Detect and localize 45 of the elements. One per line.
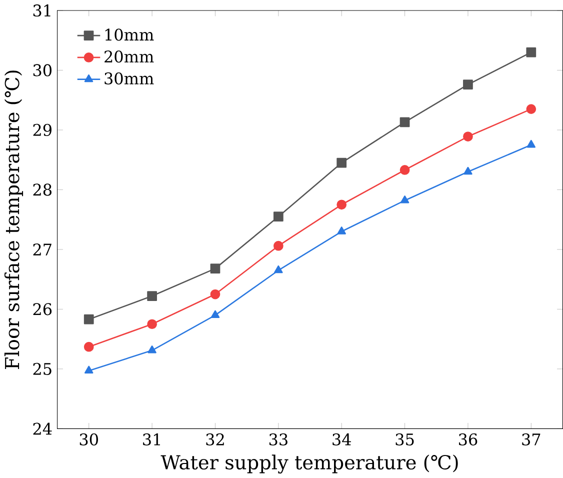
legend-label: 10mm (105, 28, 154, 41)
x-tick-label: 33 (269, 433, 288, 446)
point (526, 47, 536, 58)
x-tick-label: 36 (458, 433, 478, 446)
point (273, 212, 284, 222)
point (463, 132, 473, 142)
legend-label: 30mm (104, 72, 154, 85)
x-tick-label: 32 (206, 433, 224, 446)
point (463, 80, 473, 90)
y-tick-label: 27 (33, 244, 52, 256)
y-tick-label: 24 (33, 422, 52, 435)
x-tick-label: 30 (80, 433, 98, 446)
point (210, 264, 220, 274)
legend-label: 20mm (104, 50, 154, 63)
point (210, 289, 220, 300)
point (336, 200, 347, 210)
point (84, 366, 94, 374)
point (84, 342, 94, 352)
point (400, 165, 410, 175)
point (337, 226, 346, 234)
x-axis-title: Water supply temperature (℃) (160, 454, 458, 474)
point (526, 140, 536, 148)
point (147, 319, 157, 330)
y-tick-label: 29 (33, 124, 52, 136)
y-tick-label: 26 (33, 303, 52, 316)
y-tick-label: 31 (33, 4, 50, 17)
point (400, 117, 410, 128)
x-tick-label: 35 (396, 433, 414, 446)
y-tick-label: 30 (33, 64, 52, 76)
point (148, 345, 156, 354)
point (273, 240, 284, 251)
x-tick-label: 34 (332, 433, 351, 446)
y-tick-label: 28 (33, 184, 52, 196)
x-tick-label: 31 (143, 433, 160, 446)
point (147, 291, 157, 302)
y-axis-title: Floor surface temperature (℃) (4, 70, 24, 369)
point (274, 265, 283, 274)
point (210, 310, 220, 318)
y-tick-label: 25 (33, 362, 52, 375)
point (526, 104, 536, 114)
point (400, 196, 410, 204)
point (336, 158, 347, 168)
point (464, 166, 472, 175)
point (84, 314, 94, 324)
x-tick-label: 37 (522, 433, 540, 446)
